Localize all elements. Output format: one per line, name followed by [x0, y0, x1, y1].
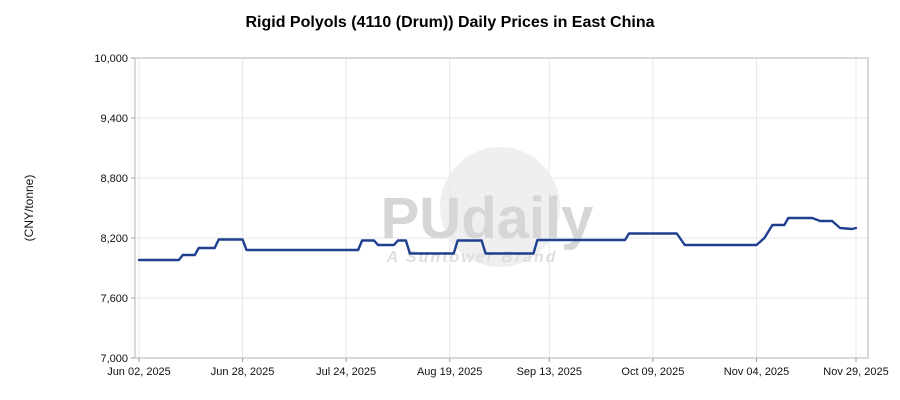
x-tick-label: Nov 04, 2025	[724, 366, 789, 378]
watermark-subtext: A Suntower Brand	[386, 249, 558, 266]
plot-border	[134, 57, 869, 359]
grid-layer: 7,000 7,600 8,200 8,800 9,400 10,000 Jun 02, 2…	[94, 53, 888, 378]
watermark: PUdaily A Suntower Brand	[381, 147, 594, 267]
watermark-text: PUdaily	[381, 186, 594, 251]
chart-title: Rigid Polyols (4110 (Drum)) Daily Prices…	[245, 14, 654, 31]
y-tick-label: 7,600	[100, 293, 128, 305]
x-tick-label: Aug 19, 2025	[417, 366, 482, 378]
series-layer	[137, 216, 858, 262]
price-series-line	[137, 216, 858, 262]
y-tick-label: 8,200	[100, 233, 128, 245]
x-tick-label: Nov 29, 2025	[823, 366, 888, 378]
y-tick-label: 7,000	[100, 353, 128, 365]
x-tick-label: Jun 28, 2025	[211, 366, 275, 378]
watermark-circle	[440, 147, 560, 267]
y-tick-label: 8,800	[100, 173, 128, 185]
x-tick-label: Oct 09, 2025	[621, 366, 684, 378]
y-tick-label: 10,000	[94, 53, 128, 65]
y-axis-title: (CNY/tonne)	[22, 175, 36, 242]
y-tick-label: 9,400	[100, 113, 128, 125]
x-tick-label: Jul 24, 2025	[316, 366, 376, 378]
x-tick-label: Sep 13, 2025	[517, 366, 582, 378]
x-tick-label: Jun 02, 2025	[107, 366, 171, 378]
